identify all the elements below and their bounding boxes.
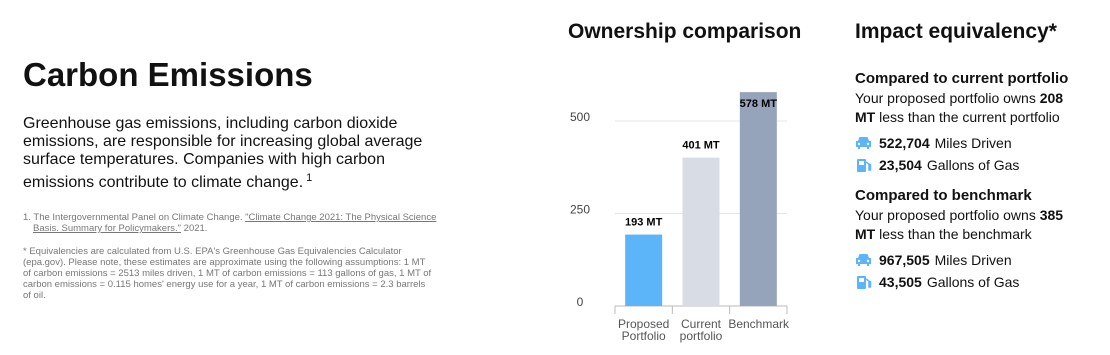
amount: 208 MT [855, 90, 1064, 125]
y-tick-label: 500 [570, 110, 590, 124]
item-value: 43,505 [879, 274, 922, 290]
equivalency-item: 522,704 Miles Driven [855, 135, 1080, 151]
description: Greenhouse gas emissions, including carb… [23, 115, 423, 191]
impact-section: Compared to benchmark Your proposed portf… [855, 187, 1080, 290]
bar [682, 157, 720, 306]
text-after: less than the current portfolio [879, 109, 1060, 125]
footnote-ref: 1 [306, 172, 313, 184]
equivalency-item: 23,504 Gallons of Gas [855, 157, 1080, 173]
value-label: 193 MT [625, 216, 663, 228]
item-value: 522,704 [879, 135, 930, 151]
footnote-year: 2021. [183, 223, 208, 234]
section-text: Your proposed portfolio owns 208 MT less… [855, 89, 1080, 127]
value-label: 401 MT [682, 140, 720, 152]
x-tick-label: Current portfolio [679, 317, 723, 343]
equivalency-item: 43,505 Gallons of Gas [855, 274, 1080, 290]
x-tick-label: Proposed Portfolio [617, 317, 670, 343]
x-tick-label: Benchmark [728, 317, 790, 331]
value-label: 578 MT [740, 98, 778, 110]
item-label: Miles Driven [934, 135, 1012, 151]
y-tick-label: 250 [570, 203, 590, 217]
footnote-link[interactable]: "Climate Change 2021: The Physical Scien… [33, 212, 437, 234]
section-heading: Compared to current portfolio [855, 70, 1069, 87]
bar [625, 234, 663, 306]
item-label: Gallons of Gas [926, 157, 1020, 173]
text-before: Your proposed portfolio owns [855, 207, 1036, 223]
impact-sections: Compared to current portfolio Your propos… [855, 70, 1080, 290]
footnote-text: The Intergovernmental Panel on Climate C… [33, 212, 243, 223]
text-after: less than the benchmark [879, 226, 1032, 242]
item-value: 23,504 [879, 157, 922, 173]
section-heading: Compared to benchmark [855, 187, 1032, 204]
impact-section: Compared to current portfolio Your propos… [855, 70, 1080, 173]
bar [739, 92, 777, 306]
item-label: Miles Driven [934, 252, 1012, 268]
car-icon [856, 137, 871, 149]
impact-title: Impact equivalency* [855, 20, 1057, 43]
item-value: 967,505 [879, 252, 930, 268]
gas-icon [857, 158, 872, 172]
chart: 0 250 500 193 MT 401 MT 578 MT [570, 92, 788, 314]
car-icon [856, 254, 871, 266]
section-text: Your proposed portfolio owns 385 MT less… [855, 206, 1080, 244]
gas-icon [857, 275, 872, 289]
equivalency-item: 967,505 Miles Driven [855, 252, 1080, 268]
y-tick-label: 0 [577, 295, 584, 309]
description-block: Greenhouse gas emissions, including carb… [23, 115, 443, 192]
amount: 385 MT [855, 207, 1064, 242]
footnote-number: 1. [23, 212, 31, 223]
note: * Equivalencies are calculated from U.S.… [23, 246, 432, 301]
item-label: Gallons of Gas [926, 274, 1020, 290]
footnote: 1. The Intergovernmental Panel on Climat… [23, 212, 443, 234]
text-before: Your proposed portfolio owns [855, 90, 1036, 106]
page-title: Carbon Emissions [23, 56, 313, 93]
chart-title: Ownership comparison [568, 20, 802, 43]
